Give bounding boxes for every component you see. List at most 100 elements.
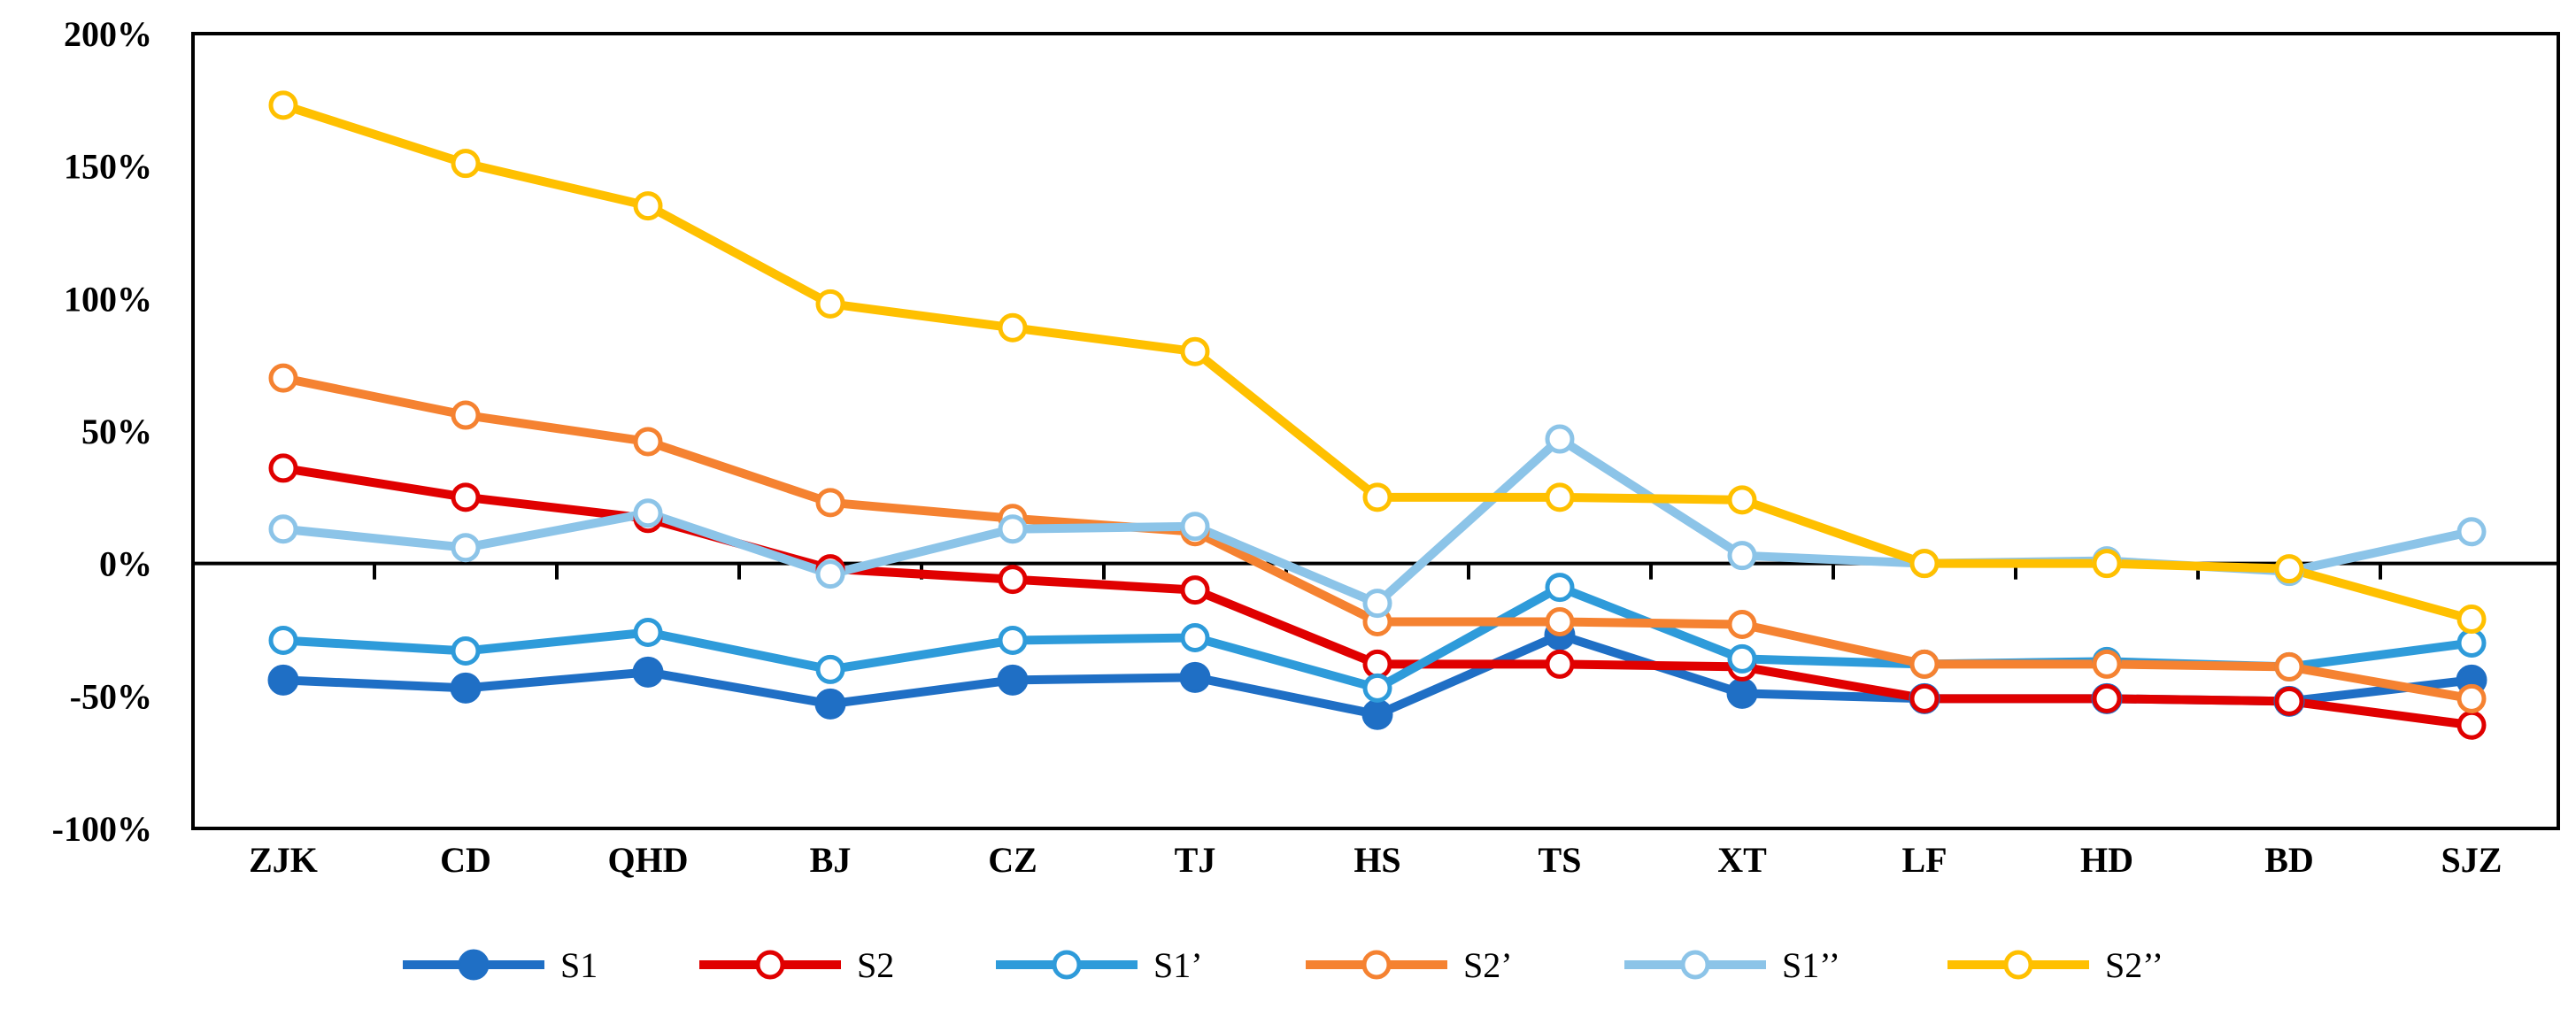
data-point	[1727, 643, 1757, 674]
data-point	[267, 664, 299, 696]
legend-swatch-marker	[1680, 950, 1710, 980]
data-point	[1362, 649, 1392, 679]
x-tick-label: TS	[1539, 840, 1582, 880]
legend-swatch-marker	[2003, 950, 2033, 980]
data-point	[1727, 610, 1757, 640]
x-tick-label: ZJK	[249, 840, 318, 880]
data-point	[268, 90, 298, 120]
legend-swatch-marker	[458, 949, 490, 981]
y-tick-label: 50%	[81, 412, 152, 451]
x-tick-label: CZ	[988, 840, 1037, 880]
x-tick-label: BJ	[810, 840, 852, 880]
data-point	[998, 514, 1028, 544]
data-point	[1909, 683, 1940, 713]
series-markers	[267, 90, 2487, 740]
data-point	[998, 312, 1028, 343]
x-tick-label: BD	[2264, 840, 2314, 880]
data-point	[2092, 549, 2122, 579]
y-tick-label: 100%	[64, 279, 152, 319]
data-point	[1727, 485, 1757, 515]
data-point	[2456, 628, 2487, 658]
data-point	[815, 488, 845, 518]
data-point	[451, 482, 481, 512]
x-tick-label: CD	[440, 840, 491, 880]
data-point	[1727, 541, 1757, 571]
y-axis: 200% 150% 100% 50% 0% -50% -100%	[52, 14, 152, 849]
data-point	[1545, 424, 1575, 454]
x-tick-label: HS	[1354, 840, 1400, 880]
data-point	[1180, 512, 1210, 542]
data-point	[815, 654, 845, 684]
data-point	[998, 565, 1028, 595]
x-tick-label: QHD	[607, 840, 688, 880]
legend-label: S1’’	[1782, 945, 1840, 985]
legend: S1 S2 S1’ S2’ S1’’ S2’’	[403, 945, 2163, 985]
data-point	[268, 625, 298, 655]
y-tick-label: 0%	[99, 544, 152, 584]
data-point	[633, 617, 663, 647]
data-point	[1180, 336, 1210, 366]
legend-item: S2’’	[1947, 945, 2163, 985]
data-point	[997, 664, 1029, 696]
data-point	[815, 289, 845, 319]
legend-item: S1	[403, 945, 598, 985]
data-point	[1362, 482, 1392, 512]
x-tick-label: SJZ	[2441, 840, 2503, 880]
x-tick-label: LF	[1901, 840, 1947, 880]
series-line	[279, 100, 2476, 624]
x-tick-label: XT	[1717, 840, 1767, 880]
legend-label: S1	[560, 945, 598, 985]
y-tick-label: 200%	[64, 14, 152, 54]
data-point	[1545, 573, 1575, 603]
data-point	[633, 191, 663, 221]
y-tick-label: -100%	[52, 809, 152, 849]
data-point	[450, 672, 482, 704]
y-tick-label: 150%	[64, 147, 152, 187]
data-point	[2092, 649, 2122, 679]
y-tick-label: -50%	[70, 676, 152, 716]
data-point	[2456, 517, 2487, 547]
legend-item: S1’’	[1624, 945, 1840, 985]
legend-swatch-marker	[1361, 950, 1392, 980]
data-point	[2274, 554, 2304, 584]
legend-item: S2’	[1306, 945, 1513, 985]
data-point	[1180, 575, 1210, 605]
data-point	[1726, 677, 1758, 709]
data-point	[1180, 622, 1210, 652]
data-point	[632, 656, 664, 688]
data-point	[2092, 683, 2122, 713]
data-point	[1545, 649, 1575, 679]
data-point	[815, 559, 845, 589]
legend-label: S2	[857, 945, 894, 985]
data-point	[1545, 607, 1575, 637]
data-point	[1545, 482, 1575, 512]
data-point	[2456, 605, 2487, 635]
data-point	[268, 514, 298, 544]
legend-swatch-marker	[1052, 950, 1082, 980]
data-point	[2274, 651, 2304, 682]
legend-item: S1’	[996, 945, 1203, 985]
plot-area-frame	[191, 32, 2560, 830]
legend-label: S1’	[1153, 945, 1203, 985]
data-point	[1362, 589, 1392, 619]
data-point	[451, 635, 481, 666]
legend-item: S2	[699, 945, 894, 985]
series-line	[279, 434, 2476, 608]
x-tick-label: HD	[2080, 840, 2133, 880]
data-point	[268, 453, 298, 483]
data-point	[451, 533, 481, 563]
data-point	[633, 498, 663, 528]
data-point	[1179, 661, 1211, 693]
data-point	[1361, 698, 1393, 730]
data-point	[451, 149, 481, 179]
data-point	[2274, 686, 2304, 716]
x-axis-labels: ZJK CD QHD BJ CZ TJ HS TS XT LF HD BD SJZ	[249, 840, 2502, 880]
legend-swatch-marker	[755, 950, 785, 980]
data-point	[2456, 710, 2487, 740]
data-point	[1909, 649, 1940, 679]
data-point	[633, 427, 663, 457]
data-point	[1909, 549, 1940, 579]
data-point	[1362, 673, 1392, 703]
data-point	[268, 363, 298, 393]
